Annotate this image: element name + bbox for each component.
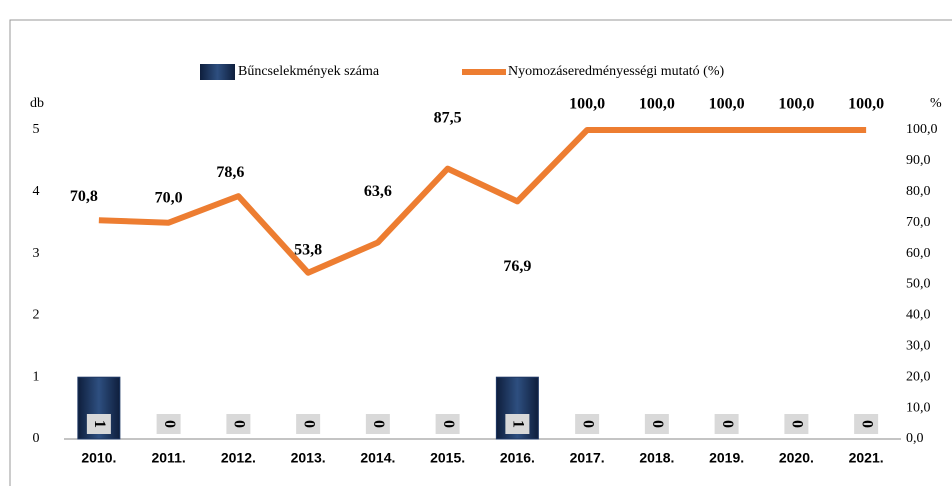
y-tick-label: 0	[33, 431, 40, 446]
data-label: 100,0	[569, 96, 605, 113]
bar-label-box	[296, 414, 321, 434]
bar-label: 1	[510, 420, 527, 428]
x-tick-label: 2015.	[430, 450, 465, 466]
y2-tick-label: 100,0	[906, 122, 938, 137]
data-label: 76,9	[503, 258, 531, 275]
x-tick-label: 2010.	[81, 450, 116, 466]
data-label: 100,0	[848, 96, 884, 113]
bar-label: 0	[858, 420, 875, 428]
bar-label-box	[365, 414, 390, 434]
y-tick-label: 4	[33, 184, 40, 199]
data-label: 100,0	[639, 96, 675, 113]
y-tick-label: 2	[33, 308, 40, 323]
x-tick-label: 2020.	[779, 450, 814, 466]
bar-label-box	[784, 414, 809, 434]
bar-label-box	[226, 414, 251, 434]
x-tick-label: 2018.	[639, 450, 674, 466]
bar-label: 0	[440, 420, 457, 428]
bar-label-box	[86, 414, 111, 434]
y-tick-label: 3	[33, 246, 40, 261]
y2-tick-label: 10,0	[906, 400, 931, 415]
x-tick-label: 2014.	[360, 450, 395, 466]
legend-label: Nyomozáseredményességi mutató (%)	[508, 64, 724, 79]
bar-label: 0	[231, 420, 248, 428]
y2-tick-label: 20,0	[906, 369, 931, 384]
bar-label-box	[714, 414, 739, 434]
y2-tick-label: 80,0	[906, 184, 931, 199]
data-label: 70,0	[155, 189, 183, 206]
data-label: 78,6	[216, 164, 244, 181]
line	[98, 127, 867, 276]
bar-label: 0	[579, 420, 596, 428]
y2-tick-label: 90,0	[906, 153, 931, 168]
y2-tick-label: 50,0	[906, 277, 931, 292]
data-label: 100,0	[709, 96, 745, 113]
x-tick-label: 2019.	[709, 450, 744, 466]
bar	[77, 376, 121, 440]
data-label: 63,6	[364, 183, 392, 200]
y-tick-label: 1	[33, 369, 40, 384]
bar-label-box	[854, 414, 879, 434]
y2-tick-label: 0,0	[906, 431, 924, 446]
y2-tick-label: 40,0	[906, 308, 931, 323]
bar-label: 0	[161, 420, 178, 428]
x-tick-label: 2013.	[291, 450, 326, 466]
bar-label-box	[156, 414, 181, 434]
x-tick-label: 2021.	[849, 450, 884, 466]
bar-label: 0	[789, 420, 806, 428]
x-tick-label: 2011.	[151, 450, 185, 466]
bar-label-box	[435, 414, 460, 434]
bar-label-box	[644, 414, 669, 434]
bar-label: 0	[370, 420, 387, 428]
y-axis-label: db	[30, 96, 44, 111]
legend-swatch	[200, 64, 235, 80]
data-label: 100,0	[778, 96, 814, 113]
bar-label: 0	[300, 420, 317, 428]
y2-tick-label: 30,0	[906, 339, 931, 354]
x-tick-label: 2017.	[570, 450, 605, 466]
y2-tick-label: 60,0	[906, 246, 931, 261]
x-tick-label: 2016.	[500, 450, 535, 466]
bar-label-box	[575, 414, 600, 434]
bar-label: 0	[719, 420, 736, 428]
data-label: 87,5	[434, 109, 462, 126]
legend-label: Bűncselekmények száma	[238, 64, 380, 79]
x-tick-label: 2012.	[221, 450, 256, 466]
y2-axis-label: %	[930, 96, 942, 111]
data-label: 70,8	[70, 188, 98, 205]
data-label: 53,8	[294, 241, 322, 258]
bar-label: 0	[649, 420, 666, 428]
bar-label: 1	[91, 420, 108, 428]
y-tick-label: 5	[33, 122, 40, 137]
bar-label-box	[505, 414, 530, 434]
frame	[9, 19, 952, 486]
y2-tick-label: 70,0	[906, 215, 931, 230]
